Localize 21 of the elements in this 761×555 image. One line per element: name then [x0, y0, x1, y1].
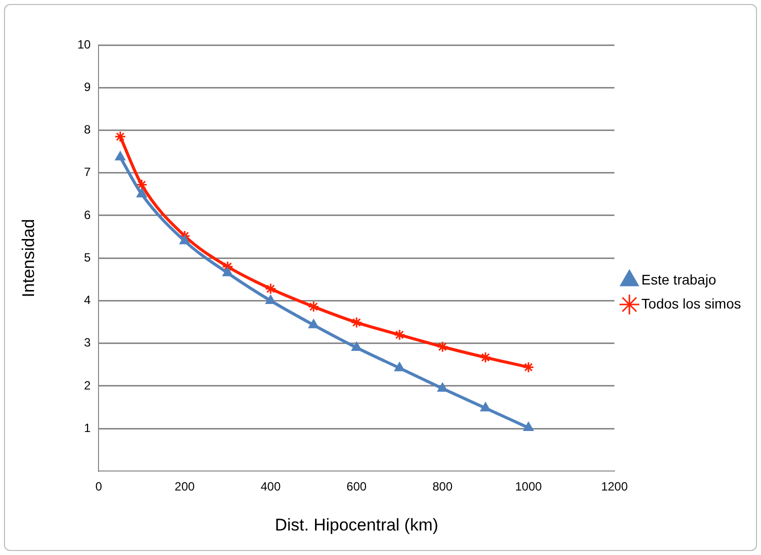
- x-tick-label: 0: [95, 480, 102, 494]
- y-tick-label: 1: [84, 420, 92, 435]
- y-tick-label: 7: [84, 165, 92, 180]
- y-tick-label: 5: [84, 250, 92, 264]
- y-axis-title: Intensidad: [18, 218, 38, 298]
- y-tick-label: 4: [84, 293, 92, 308]
- y-tick-label: 2: [84, 378, 92, 392]
- y-tick-label: 6: [84, 208, 92, 222]
- legend-label: Todos los simos: [641, 295, 741, 312]
- x-tick-label: 200: [174, 480, 196, 494]
- x-tick-label: 1200: [601, 480, 628, 494]
- x-tick-label: 600: [346, 480, 367, 494]
- x-tick-label: 1000: [515, 480, 542, 494]
- y-tick-label: 10: [77, 37, 92, 52]
- y-tick-label: 3: [84, 336, 92, 350]
- x-axis-title: Dist. Hipocentral (km): [274, 515, 438, 534]
- legend-label: Este trabajo: [641, 271, 716, 288]
- y-tick-label: 8: [84, 122, 92, 137]
- x-tick-label: 400: [260, 480, 281, 494]
- x-tick-label: 800: [432, 480, 453, 494]
- y-tick-label: 9: [84, 80, 92, 94]
